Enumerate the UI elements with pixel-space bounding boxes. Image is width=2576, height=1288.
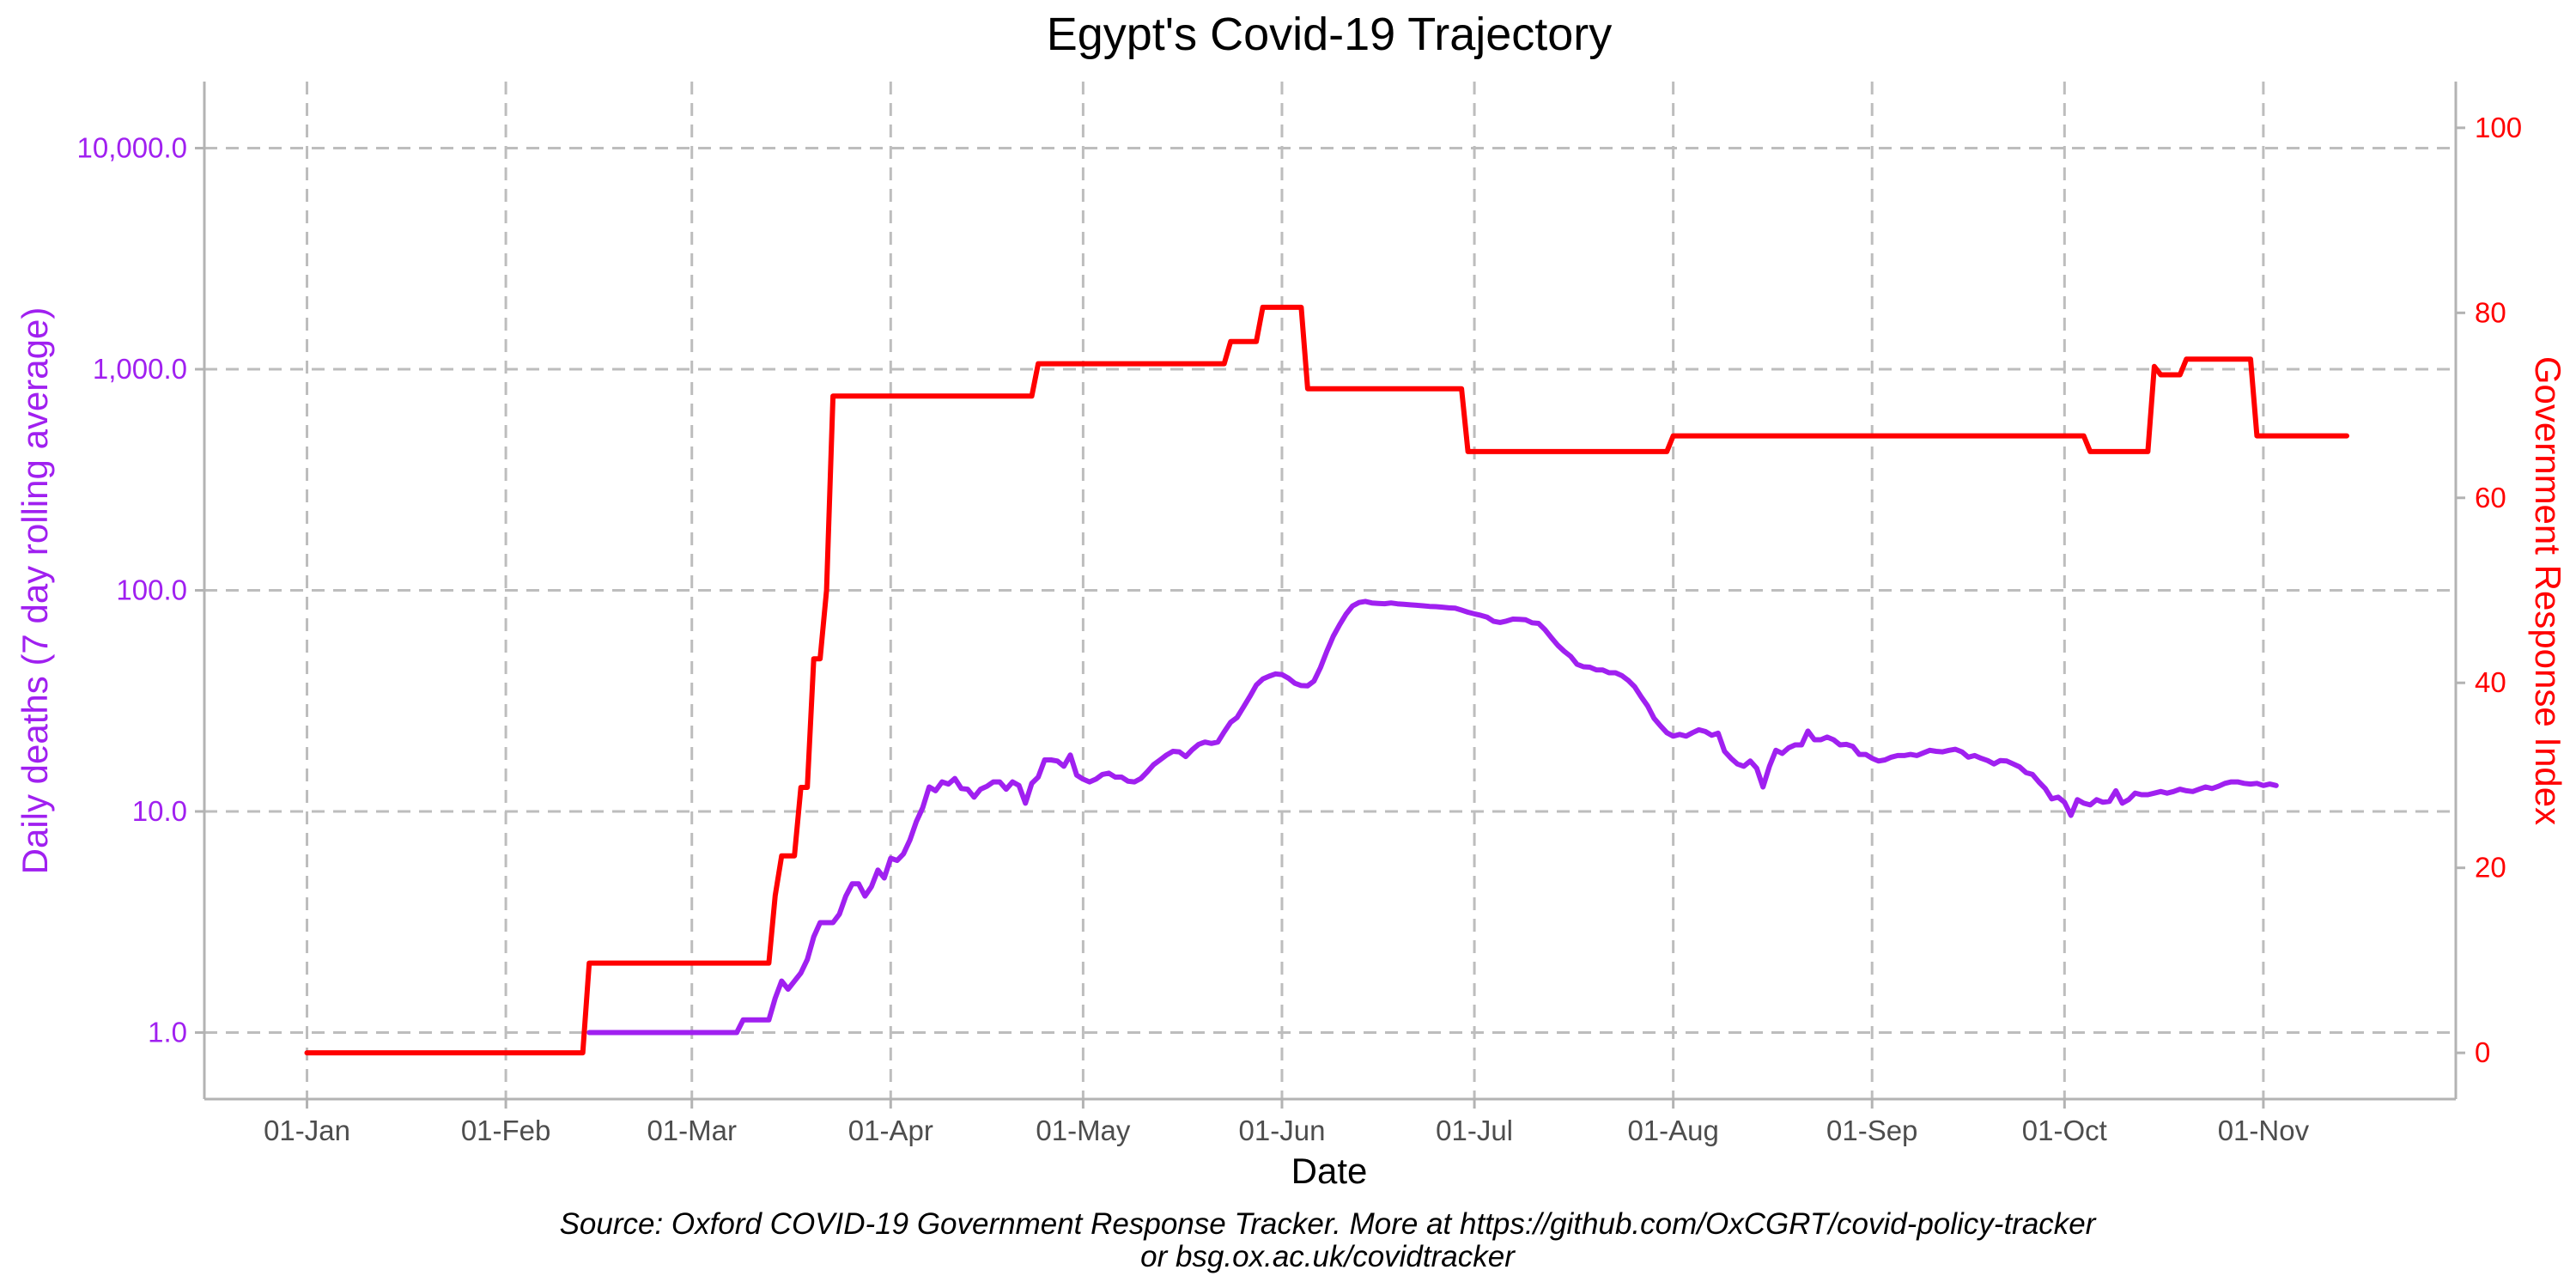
y-right-tick-label: 0 — [2475, 1036, 2490, 1068]
x-tick-label: 01-Jan — [264, 1115, 350, 1146]
y-left-tick-label: 100.0 — [116, 574, 187, 606]
x-tick-label: 01-Aug — [1627, 1115, 1718, 1146]
deaths-series-line — [586, 598, 2279, 1036]
x-tick-label: 01-Mar — [647, 1115, 737, 1146]
x-tick-label: 01-Feb — [461, 1115, 551, 1146]
x-axis-title: Date — [1291, 1151, 1368, 1191]
grid-layer — [204, 82, 2456, 1099]
y-axis-right-title: Government Response Index — [2528, 356, 2568, 825]
y-left-tick-label: 10,000.0 — [77, 132, 187, 164]
x-tick-label: 01-Oct — [2022, 1115, 2107, 1146]
y-axis-left-title: Daily deaths (7 day rolling average) — [15, 307, 55, 875]
chart-title: Egypt's Covid-19 Trajectory — [1047, 9, 1613, 60]
y-right-tick-label: 80 — [2475, 296, 2506, 328]
y-left-tick-label: 1,000.0 — [93, 353, 187, 385]
y-right-tick-label: 40 — [2475, 666, 2506, 698]
x-tick-label: 01-Jun — [1239, 1115, 1326, 1146]
y-right-tick-label: 100 — [2475, 112, 2522, 143]
x-tick-label: 01-Apr — [848, 1115, 933, 1146]
y-right-tick-label: 60 — [2475, 482, 2506, 513]
ticks-layer: 01-Jan 01-Feb 01-Mar 01-Apr 01-May 01-Jun 01-J… — [77, 112, 2523, 1146]
y-left-tick-label: 1.0 — [148, 1016, 187, 1048]
stringency-series-line — [304, 304, 2349, 1056]
source-caption-line1: Source: Oxford COVID-19 Government Respo… — [560, 1207, 2097, 1241]
source-caption-line2: or bsg.ox.ac.uk/covidtracker — [1140, 1240, 1516, 1273]
y-left-tick-label: 10.0 — [132, 795, 187, 827]
x-tick-label: 01-Nov — [2218, 1115, 2310, 1146]
x-tick-label: 01-Sep — [1826, 1115, 1917, 1146]
y-right-tick-label: 20 — [2475, 852, 2506, 884]
x-tick-label: 01-Jul — [1436, 1115, 1513, 1146]
series-layer — [304, 304, 2349, 1056]
x-tick-label: 01-May — [1036, 1115, 1131, 1146]
